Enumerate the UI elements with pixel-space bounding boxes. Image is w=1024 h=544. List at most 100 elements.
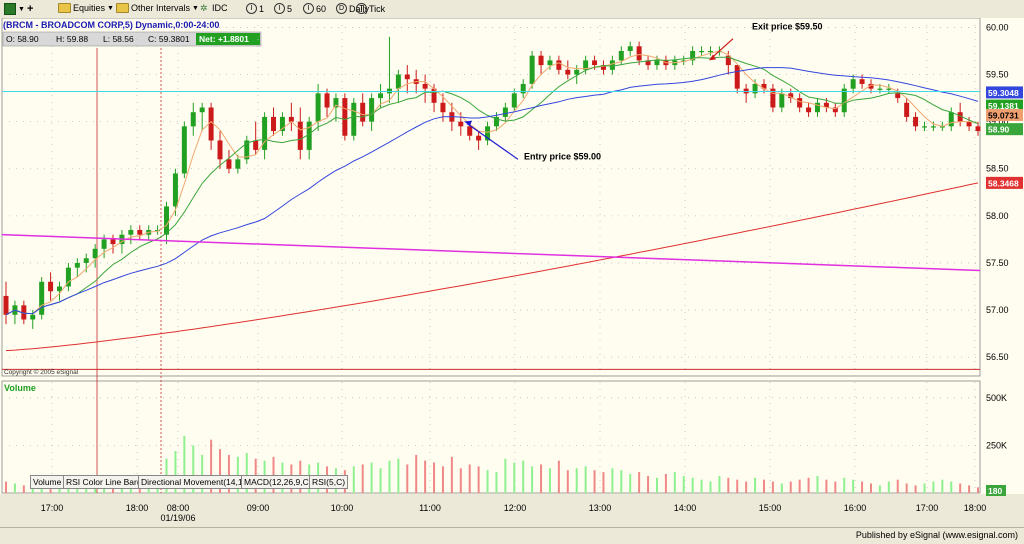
candle-body xyxy=(913,117,918,126)
candle-body xyxy=(298,122,303,150)
interval-1-label: 1 xyxy=(259,4,264,14)
candle-body xyxy=(173,173,178,206)
candle-body xyxy=(30,315,35,320)
candle-body xyxy=(628,46,633,51)
price-pane xyxy=(2,18,980,376)
x-tick-label: 09:00 xyxy=(247,503,270,513)
x-tick-label: 15:00 xyxy=(759,503,782,513)
tick-button[interactable]: T Tick xyxy=(356,3,385,14)
chart-title: (BRCM - BROADCOM CORP,5) Dynamic,0:00-24… xyxy=(3,20,219,30)
interval-icon: I xyxy=(303,3,314,14)
interval-icon: I xyxy=(274,3,285,14)
x-tick-label: 18:00 xyxy=(126,503,149,513)
candle-body xyxy=(289,117,294,122)
ohlc-value: O: 58.90 xyxy=(6,34,39,44)
interval-60-button[interactable]: I 60 xyxy=(303,3,326,14)
interval-icon: I xyxy=(246,3,257,14)
candle-body xyxy=(779,93,784,107)
y-tick-label: 58.50 xyxy=(986,164,1009,174)
folder-icon xyxy=(58,3,71,13)
tab-macd[interactable]: MACD(12,26,9,C) xyxy=(241,475,315,489)
folder-icon xyxy=(116,3,129,13)
y-tick-label: 59.50 xyxy=(986,70,1009,80)
candle-body xyxy=(976,126,981,131)
candle-body xyxy=(565,70,570,75)
candle-body xyxy=(467,126,472,135)
candle-body xyxy=(610,60,615,69)
candle-body xyxy=(351,103,356,136)
candle-body xyxy=(218,140,223,159)
status-bar: Published by eSignal (www.esignal.com) xyxy=(0,527,1024,544)
volume-label: Volume xyxy=(4,383,36,393)
candle-body xyxy=(539,56,544,65)
candle-body xyxy=(699,51,704,52)
ohlc-value: H: 59.88 xyxy=(56,34,88,44)
candle-body xyxy=(271,117,276,131)
candle-body xyxy=(200,108,205,113)
y-tick-label: 57.00 xyxy=(986,305,1009,315)
candle-body xyxy=(458,122,463,127)
candle-body xyxy=(931,126,936,127)
candle-body xyxy=(922,126,927,127)
candle-body xyxy=(325,93,330,107)
x-tick-label: 12:00 xyxy=(504,503,527,513)
candle-body xyxy=(369,98,374,122)
equities-label: Equities xyxy=(73,3,105,13)
y-tick-label: 56.50 xyxy=(986,352,1009,362)
candle-body xyxy=(556,60,561,69)
chart-area[interactable]: (BRCM - BROADCOM CORP,5) Dynamic,0:00-24… xyxy=(0,18,1024,527)
candle-body xyxy=(503,108,508,117)
toolbar: ▼ + Equities ▼ Other Intervals ▼ ✲ IDC I… xyxy=(0,0,1024,19)
other-intervals-menu[interactable]: Other Intervals ▼ xyxy=(116,3,199,13)
equities-menu[interactable]: Equities ▼ xyxy=(58,3,114,13)
tab-directional-movement[interactable]: Directional Movement(14,14) xyxy=(138,475,253,489)
candle-body xyxy=(137,230,142,235)
idc-button[interactable]: ✲ IDC xyxy=(200,3,228,13)
candle-body xyxy=(967,122,972,127)
x-tick-label: 11:00 xyxy=(419,503,441,513)
interval-icon: T xyxy=(356,3,367,14)
candle-body xyxy=(440,103,445,112)
x-tick-label: 17:00 xyxy=(41,503,64,513)
candle-body xyxy=(209,108,214,141)
interval-5-label: 5 xyxy=(287,4,292,14)
published-credit: Published by eSignal (www.esignal.com) xyxy=(856,530,1018,540)
x-tick-label: 10:00 xyxy=(331,503,354,513)
x-tick-label: 08:00 xyxy=(167,503,190,513)
y-tick-label: 58.00 xyxy=(986,211,1009,221)
volume-tick-label: 250K xyxy=(986,440,1007,450)
candle-body xyxy=(164,206,169,234)
chevron-down-icon[interactable]: ▼ xyxy=(18,6,25,13)
tick-label: Tick xyxy=(369,4,385,14)
price-badge-value: 59.3048 xyxy=(988,88,1019,98)
entry-annotation: Entry price $59.00 xyxy=(524,151,601,161)
grid-icon[interactable] xyxy=(4,3,16,15)
candle-body xyxy=(797,98,802,107)
candle-body xyxy=(877,89,882,90)
candle-body xyxy=(111,239,116,244)
idc-label: IDC xyxy=(212,3,228,13)
candle-body xyxy=(342,98,347,136)
plus-icon[interactable]: + xyxy=(27,3,33,15)
candle-body xyxy=(654,60,659,65)
candle-body xyxy=(886,89,891,90)
candle-body xyxy=(396,75,401,89)
x-tick-label: 18:00 xyxy=(964,503,987,513)
window-controls[interactable]: ▼ + xyxy=(4,3,33,15)
chevron-down-icon: ▼ xyxy=(192,5,199,12)
candle-body xyxy=(574,70,579,75)
x-tick-label: 17:00 xyxy=(916,503,939,513)
candle-body xyxy=(378,93,383,98)
interval-1-button[interactable]: I 1 xyxy=(246,3,264,14)
candle-body xyxy=(75,263,80,268)
tab-rsi[interactable]: RSI(5,C) xyxy=(309,475,348,489)
tab-volume[interactable]: Volume xyxy=(30,475,64,489)
candle-body xyxy=(191,112,196,126)
candle-body xyxy=(48,282,53,291)
tab-rsi-color-line-bar[interactable]: RSI Color Line Bar() xyxy=(63,475,146,489)
interval-5-button[interactable]: I 5 xyxy=(274,3,292,14)
ohlc-value: C: 59.3801 xyxy=(148,34,190,44)
candle-body xyxy=(860,79,865,84)
price-badge-value: 58.3468 xyxy=(988,178,1019,188)
candle-body xyxy=(235,159,240,168)
